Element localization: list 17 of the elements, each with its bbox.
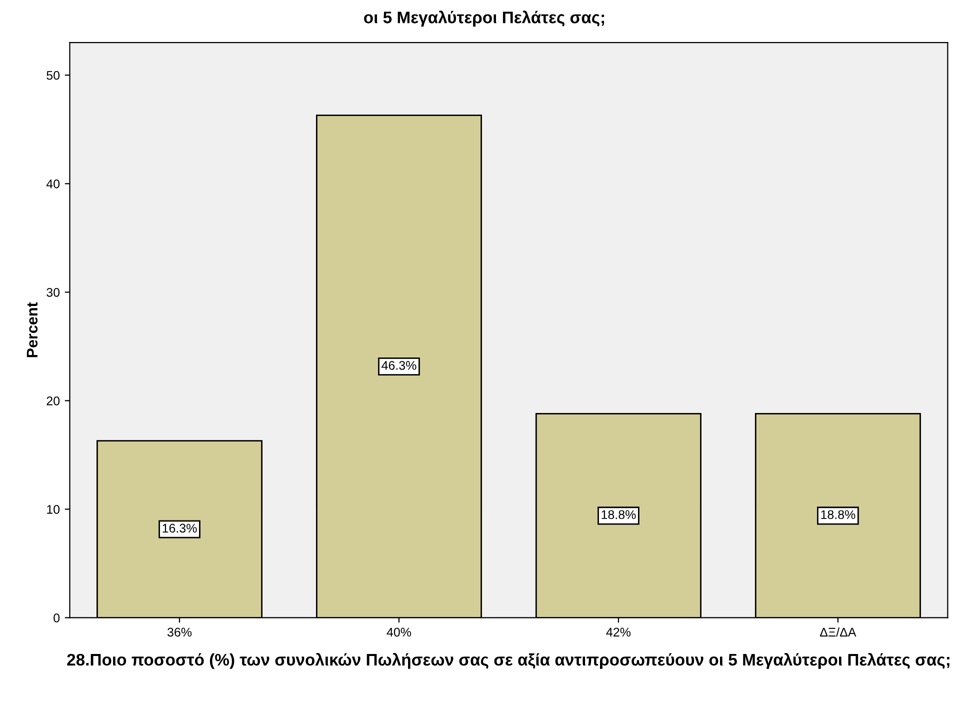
data-label: 16.3% <box>162 524 197 533</box>
y-axis-title: Percent <box>26 302 38 358</box>
y-tick-label: 30 <box>46 288 60 297</box>
data-label: 46.3% <box>382 361 416 370</box>
y-tick-label: 0 <box>54 614 60 622</box>
chart-title: οι 5 Μεγαλύτεροι Πελάτες σας; <box>364 10 604 27</box>
data-label: 18.8% <box>602 510 636 520</box>
x-tick-label: 36% <box>167 628 192 637</box>
x-tick-label: 42% <box>606 628 631 637</box>
x-tick-label: ΔΞ/ΔΑ <box>820 627 856 637</box>
x-axis-title: 28.Ποιο ποσοστό (%) των συνολικών Πωλήσεων σας σε αξία αντιπροσωπεύουν οι 5 Μεγαλύτεροι Πελάτες σας; <box>67 652 950 669</box>
data-label: 18.8% <box>821 510 856 520</box>
y-tick-label: 20 <box>46 396 60 406</box>
x-tick-label: 40% <box>386 628 412 637</box>
y-tick-label: 10 <box>47 504 60 514</box>
y-tick-label: 50 <box>46 70 60 80</box>
y-tick-label: 40 <box>46 179 60 188</box>
